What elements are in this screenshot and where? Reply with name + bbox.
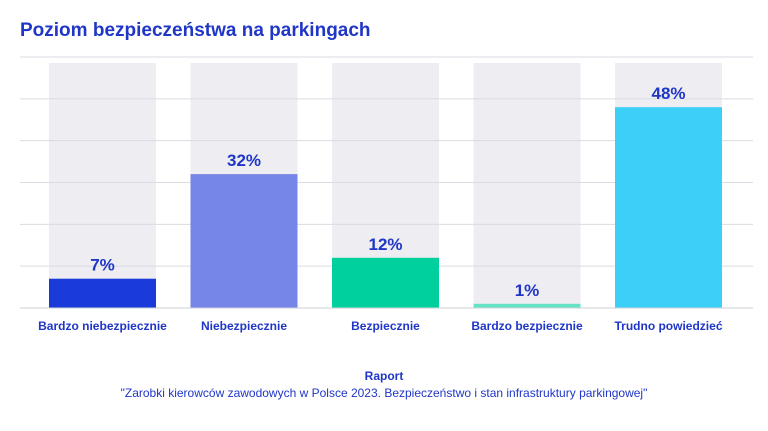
bar-value-label: 48% xyxy=(651,84,685,103)
bar xyxy=(49,278,156,308)
bar-value-label: 1% xyxy=(515,281,540,300)
bar-value-label: 7% xyxy=(90,256,115,275)
bar xyxy=(332,257,439,308)
category-label: Trudno powiedzieć xyxy=(614,319,722,333)
bar-background xyxy=(49,63,156,308)
category-label: Bezpiecznie xyxy=(351,319,420,333)
bar xyxy=(190,174,298,308)
bar-background xyxy=(473,63,581,308)
bar xyxy=(473,303,581,308)
bar-value-label: 32% xyxy=(227,151,261,170)
category-label: Bardzo bezpiecznie xyxy=(471,319,583,333)
category-label: Niebezpiecznie xyxy=(201,319,287,333)
category-label: Bardzo niebezpiecznie xyxy=(38,319,167,333)
chart-title: Poziom bezpieczeństwa na parkingach xyxy=(20,20,371,41)
bar xyxy=(615,107,722,308)
bar-chart: 7% Bardzo niebezpiecznie 32% Niebezpiecznie… xyxy=(20,56,753,333)
report-subtitle: "Zarobki kierowców zawodowych w Polsce 2… xyxy=(120,386,648,400)
report-label: Raport xyxy=(364,369,404,383)
bar-value-label: 12% xyxy=(368,235,402,254)
